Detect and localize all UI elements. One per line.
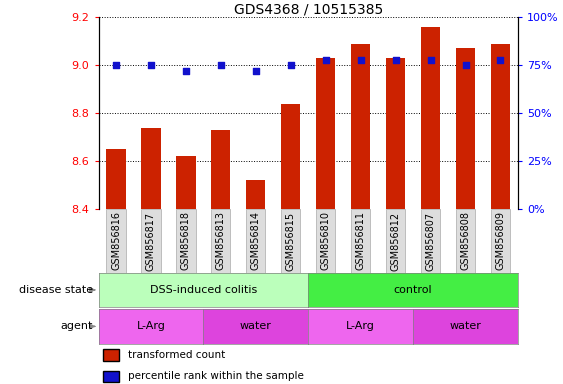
Point — [251, 68, 260, 74]
Bar — [456, 48, 475, 209]
Point — [111, 62, 120, 68]
Point — [146, 62, 155, 68]
Point — [216, 62, 225, 68]
Bar — [386, 58, 405, 209]
Text: GSM856814: GSM856814 — [251, 212, 261, 270]
FancyBboxPatch shape — [102, 349, 119, 361]
Bar — [246, 180, 265, 209]
Bar — [421, 209, 440, 273]
FancyBboxPatch shape — [102, 371, 119, 382]
Point — [321, 56, 330, 63]
Point — [426, 56, 435, 63]
Point — [181, 68, 190, 74]
Bar — [491, 209, 510, 273]
Text: L-Arg: L-Arg — [346, 321, 375, 331]
Bar — [106, 149, 126, 209]
Text: water: water — [240, 321, 272, 331]
Point — [461, 62, 470, 68]
Point — [286, 62, 295, 68]
Bar — [106, 209, 126, 273]
Bar — [211, 209, 230, 273]
Title: GDS4368 / 10515385: GDS4368 / 10515385 — [234, 2, 383, 16]
Bar — [176, 157, 195, 209]
Text: DSS-induced colitis: DSS-induced colitis — [150, 285, 257, 295]
Text: GSM856807: GSM856807 — [426, 212, 436, 270]
Text: GSM856816: GSM856816 — [111, 212, 121, 270]
Bar — [141, 209, 160, 273]
Bar — [316, 58, 336, 209]
Text: GSM856810: GSM856810 — [321, 212, 330, 270]
Point — [391, 56, 400, 63]
Bar — [351, 209, 370, 273]
Point — [356, 56, 365, 63]
Text: L-Arg: L-Arg — [136, 321, 166, 331]
Bar — [316, 209, 336, 273]
Text: GSM856808: GSM856808 — [461, 212, 471, 270]
Bar — [246, 209, 265, 273]
Point — [496, 56, 505, 63]
Text: GSM856813: GSM856813 — [216, 212, 226, 270]
Text: percentile rank within the sample: percentile rank within the sample — [128, 371, 304, 381]
Text: disease state: disease state — [19, 285, 93, 295]
Text: GSM856815: GSM856815 — [286, 212, 296, 270]
Bar — [176, 209, 195, 273]
Bar — [386, 209, 405, 273]
Bar — [421, 27, 440, 209]
Bar — [281, 104, 301, 209]
Bar — [456, 209, 475, 273]
Text: water: water — [450, 321, 481, 331]
Text: transformed count: transformed count — [128, 350, 225, 360]
Text: GSM856812: GSM856812 — [391, 212, 401, 270]
Bar — [141, 128, 160, 209]
Bar — [351, 44, 370, 209]
Text: GSM856817: GSM856817 — [146, 212, 156, 270]
Text: GSM856809: GSM856809 — [495, 212, 506, 270]
Bar — [281, 209, 301, 273]
Bar — [211, 130, 230, 209]
Text: agent: agent — [60, 321, 93, 331]
Text: GSM856811: GSM856811 — [356, 212, 366, 270]
Text: control: control — [394, 285, 432, 295]
Bar — [491, 44, 510, 209]
Text: GSM856818: GSM856818 — [181, 212, 191, 270]
